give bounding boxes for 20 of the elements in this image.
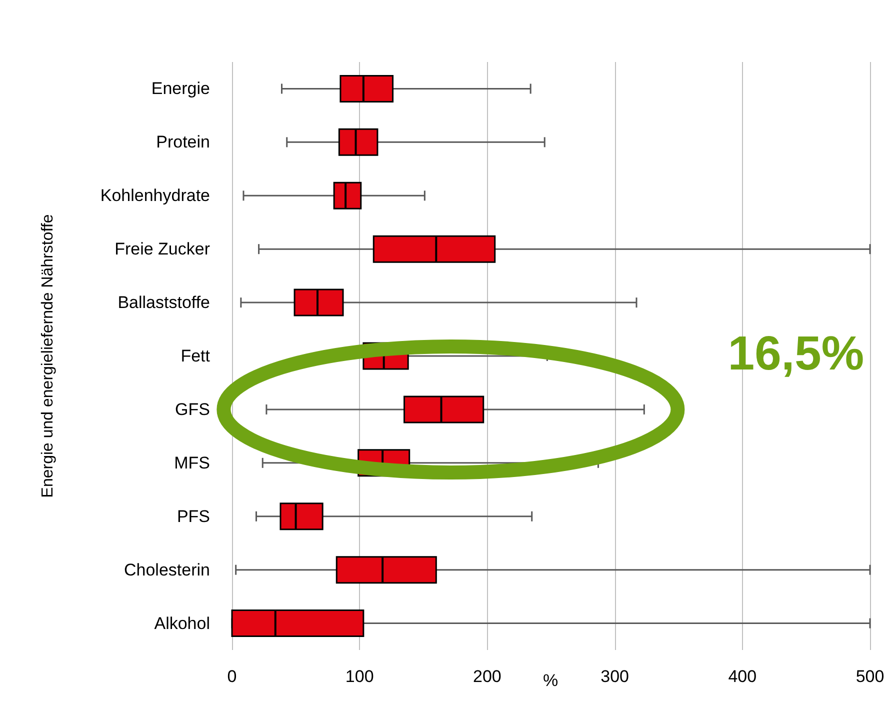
- y-tick-label: GFS: [175, 400, 210, 419]
- y-tick-label: Freie Zucker: [114, 240, 210, 259]
- y-tick-label: Fett: [180, 346, 210, 366]
- y-tick-label: Kohlenhydrate: [100, 186, 210, 206]
- y-tick-label: Protein: [156, 132, 210, 152]
- x-tick-label: 0: [227, 667, 237, 686]
- x-tick-label: 200: [473, 667, 502, 686]
- y-axis-title: Energie und energieliefernde Nährstoffe: [40, 214, 56, 498]
- y-tick-label: Cholesterin: [124, 560, 210, 580]
- x-axis-title: %: [543, 671, 558, 690]
- y-tick-label: Alkohol: [154, 614, 210, 633]
- x-tick-label: 300: [600, 667, 629, 686]
- x-tick-label: 100: [345, 667, 374, 686]
- y-tick-label: Ballaststoffe: [118, 293, 210, 312]
- annotation: 16,5%: [728, 328, 864, 380]
- x-tick-label: 500: [856, 667, 884, 686]
- y-tick-label: Energie: [151, 79, 210, 98]
- y-tick-label: PFS: [176, 506, 210, 526]
- x-tick-label: 400: [728, 667, 757, 686]
- y-tick-label: MFS: [174, 453, 210, 472]
